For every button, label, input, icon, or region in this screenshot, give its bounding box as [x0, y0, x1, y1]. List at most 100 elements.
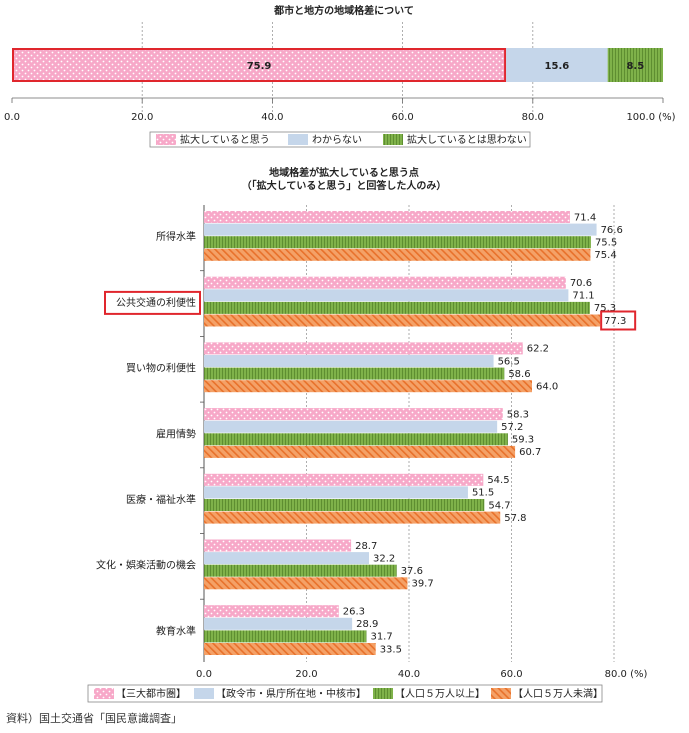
top-tick-label: 100.0 (%) [626, 112, 675, 123]
top-tick-label: 60.0 [391, 112, 413, 123]
bar-value-label: 75.4 [594, 250, 616, 261]
bar-value-label: 70.6 [570, 278, 592, 289]
top-chart-title: 都市と地方の地域格差について [273, 4, 414, 17]
top-legend-swatch [156, 134, 176, 145]
bar [204, 248, 591, 261]
bar [204, 499, 485, 511]
bottom-legend-label: 【人口５万人以上】 [395, 688, 485, 700]
top-legend-label: 拡大しているとは思わない [407, 133, 527, 146]
top-highlight-box [12, 48, 507, 82]
bar-value-label: 26.3 [343, 607, 365, 618]
bar-value-label: 54.7 [488, 500, 510, 511]
bar [204, 276, 566, 289]
bar [204, 643, 376, 655]
bottom-legend-label: 【人口５万人未満】 [513, 688, 603, 700]
bar [204, 223, 597, 236]
bar-value-label: 62.2 [527, 344, 549, 355]
bar-value-label: 28.7 [355, 541, 377, 552]
bar-value-label: 57.2 [501, 422, 523, 433]
bar-value-label: 57.8 [504, 513, 526, 524]
bar-value-label: 77.3 [604, 316, 626, 327]
bar [204, 433, 508, 446]
bar-value-label: 28.9 [356, 619, 378, 630]
bar [204, 211, 570, 223]
bottom-tick-label: 20.0 [295, 669, 317, 680]
category-label: 買い物の利便性 [126, 362, 196, 375]
bar [204, 486, 468, 499]
bar-value-label: 75.5 [595, 238, 617, 249]
value-highlight-box [600, 310, 637, 331]
bar [204, 420, 498, 433]
bottom-tick-label: 0.0 [196, 669, 212, 680]
bar [204, 289, 569, 302]
bar [204, 355, 494, 367]
bar [204, 314, 601, 327]
bar [204, 552, 370, 565]
bar [204, 301, 590, 314]
bottom-chart-title: 地域格差が拡大していると思う点 [269, 166, 419, 179]
bar [204, 564, 397, 577]
top-tick-label: 40.0 [261, 112, 283, 123]
bar [204, 539, 352, 552]
category-label: 所得水準 [156, 230, 196, 243]
bar-value-label: 31.7 [370, 632, 392, 643]
bar [204, 408, 503, 421]
bar-value-label: 33.5 [380, 644, 402, 655]
bar-value-label: 56.5 [498, 356, 520, 367]
bottom-legend-box [87, 684, 603, 703]
bottom-legend-label: 【政令市・県庁所在地・中核市】 [216, 687, 366, 700]
top-legend-swatch [288, 134, 308, 145]
top-legend-box [149, 131, 531, 148]
bar [204, 445, 516, 458]
bar [204, 630, 367, 643]
bar [204, 577, 408, 590]
bar-value-label: 39.7 [411, 579, 433, 590]
bar [204, 473, 484, 486]
category-highlight-box [104, 290, 201, 315]
top-bar-value-label: 15.6 [545, 61, 570, 72]
top-bar-segment [506, 48, 608, 82]
bottom-legend-swatch [94, 688, 114, 699]
bar-value-label: 75.3 [594, 303, 616, 314]
bar [204, 236, 591, 249]
bar-value-label: 60.7 [519, 447, 541, 458]
top-bar-segment [607, 48, 663, 82]
category-label: 文化・娯楽活動の機会 [96, 559, 196, 572]
bar-value-label: 64.0 [536, 382, 558, 393]
source-note: 資料）国土交通省「国民意識調査」 [6, 712, 182, 725]
bar-value-label: 58.6 [508, 369, 530, 380]
bar-value-label: 71.4 [574, 212, 596, 223]
bar-value-label: 37.6 [401, 566, 423, 577]
bar-value-label: 58.3 [507, 409, 529, 420]
bar [204, 605, 339, 618]
bottom-legend-swatch [194, 688, 214, 699]
bar-value-label: 54.5 [487, 475, 509, 486]
bar-value-label: 59.3 [512, 435, 534, 446]
bottom-chart-subtitle: （「拡大していると思う」と回答した人のみ） [242, 179, 447, 192]
bar-value-label: 51.5 [472, 488, 494, 499]
top-tick-label: 20.0 [131, 112, 153, 123]
bar-value-label: 32.2 [373, 553, 395, 564]
category-label: 公共交通の利便性 [116, 296, 196, 309]
bottom-legend-label: 【三大都市圏】 [116, 687, 186, 700]
bottom-legend-swatch [373, 688, 393, 699]
top-legend-label: 拡大していると思う [180, 133, 270, 146]
bar-value-label: 76.6 [601, 225, 623, 236]
bar-value-label: 71.1 [572, 291, 594, 302]
bottom-tick-label: 60.0 [500, 669, 522, 680]
top-legend-swatch [383, 134, 403, 145]
bar [204, 367, 505, 380]
bar [204, 380, 532, 393]
top-tick-label: 80.0 [522, 112, 544, 123]
top-bar-segment [12, 48, 507, 82]
top-legend-label: わからない [312, 134, 362, 146]
bar [204, 511, 501, 524]
top-tick-label: 0.0 [4, 112, 20, 123]
bar [204, 617, 353, 630]
bar [204, 342, 523, 355]
top-bar-value-label: 8.5 [626, 61, 644, 72]
top-bar-value-label: 75.9 [247, 61, 272, 72]
category-label: 医療・福祉水準 [126, 493, 196, 506]
